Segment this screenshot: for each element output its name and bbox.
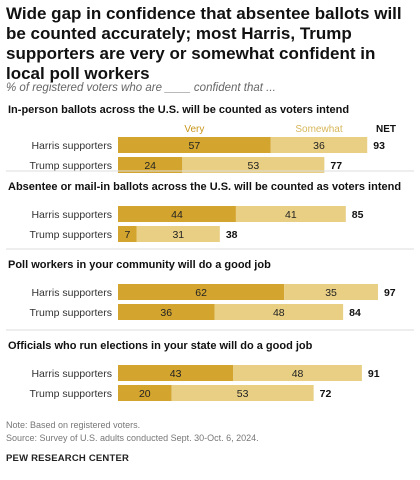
value-net: 77 <box>330 160 342 172</box>
value-somewhat: 31 <box>172 229 184 241</box>
bar-somewhat <box>235 206 346 222</box>
row-label: Harris supporters <box>31 287 112 299</box>
row-label: Harris supporters <box>31 209 112 221</box>
value-net: 85 <box>352 209 364 221</box>
row-label: Harris supporters <box>31 368 112 380</box>
value-very: 57 <box>189 140 201 152</box>
value-somewhat: 35 <box>325 287 337 299</box>
bar-somewhat <box>284 284 378 300</box>
bar-somewhat <box>214 304 344 320</box>
bar-very <box>118 137 271 153</box>
chart-note: Note: Based on registered voters. <box>6 420 141 430</box>
group-title: Poll workers in your community will do a… <box>8 259 271 271</box>
bar-somewhat <box>136 226 220 242</box>
bar-somewhat <box>270 137 368 153</box>
value-very: 36 <box>160 307 172 319</box>
bar-very <box>118 365 234 381</box>
group-title: In-person ballots across the U.S. will b… <box>8 104 349 116</box>
legend-net: NET <box>376 124 396 135</box>
row-label: Harris supporters <box>31 140 112 152</box>
legend-somewhat: Somewhat <box>295 124 342 135</box>
value-somewhat: 48 <box>273 307 285 319</box>
group-title: Officials who run elections in your stat… <box>8 340 313 352</box>
row-label: Trump supporters <box>30 229 112 241</box>
value-somewhat: 36 <box>313 140 325 152</box>
value-net: 93 <box>373 140 385 152</box>
value-net: 38 <box>226 229 238 241</box>
row-label: Trump supporters <box>30 388 112 400</box>
value-net: 91 <box>368 368 380 380</box>
bar-very <box>118 385 172 401</box>
row-label: Trump supporters <box>30 307 112 319</box>
chart-title: Wide gap in confidence that absentee bal… <box>6 4 402 83</box>
bar-very <box>118 304 215 320</box>
value-net: 97 <box>384 287 396 299</box>
value-very: 62 <box>195 287 207 299</box>
chart-subtitle: % of registered voters who are ____ conf… <box>6 82 276 94</box>
bar-somewhat <box>233 365 362 381</box>
bar-very <box>118 206 236 222</box>
value-somewhat: 53 <box>247 160 259 172</box>
stacked-bar-chart: In-person ballots across the U.S. will b… <box>6 104 414 401</box>
value-somewhat: 41 <box>285 209 297 221</box>
value-very: 44 <box>171 209 183 221</box>
bar-somewhat <box>171 385 314 401</box>
bar-somewhat <box>182 157 325 173</box>
value-net: 72 <box>320 388 332 400</box>
bar-very <box>118 157 183 173</box>
value-very: 43 <box>170 368 182 380</box>
value-somewhat: 53 <box>237 388 249 400</box>
row-label: Trump supporters <box>30 160 112 172</box>
value-very: 24 <box>144 160 156 172</box>
group-title: Absentee or mail-in ballots across the U… <box>8 181 401 193</box>
chart-source: Source: Survey of U.S. adults conducted … <box>6 433 259 443</box>
legend-very: Very <box>184 124 204 135</box>
value-very: 20 <box>139 388 151 400</box>
bar-very <box>118 284 285 300</box>
value-very: 7 <box>124 229 130 241</box>
brand-logo-text: PEW RESEARCH CENTER <box>6 453 130 464</box>
value-somewhat: 48 <box>292 368 304 380</box>
value-net: 84 <box>349 307 361 319</box>
bar-very <box>118 226 137 242</box>
